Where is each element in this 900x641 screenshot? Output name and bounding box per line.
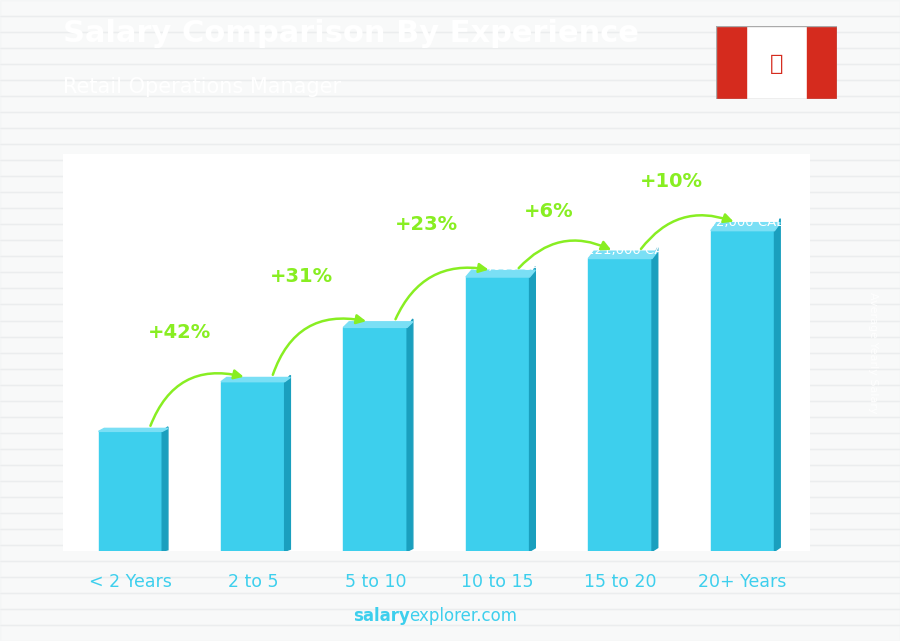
- Bar: [0, 625, 900, 641]
- Bar: [221, 381, 284, 551]
- Bar: [344, 328, 407, 551]
- Bar: [0, 144, 900, 160]
- Text: Retail Operations Manager: Retail Operations Manager: [63, 77, 341, 97]
- Bar: [0, 0, 900, 16]
- Bar: [0, 545, 900, 561]
- Bar: [466, 277, 529, 551]
- Bar: [0, 288, 900, 304]
- Text: 20+ Years: 20+ Years: [698, 573, 787, 591]
- Bar: [0, 401, 900, 417]
- Bar: [0, 369, 900, 385]
- Text: explorer.com: explorer.com: [410, 607, 518, 625]
- Text: 90,500 CAD: 90,500 CAD: [94, 414, 173, 428]
- Text: 242,000 CAD: 242,000 CAD: [699, 215, 787, 229]
- Bar: [0, 240, 900, 256]
- Bar: [0, 192, 900, 208]
- Polygon shape: [407, 319, 413, 551]
- Bar: [0, 32, 900, 48]
- Bar: [0, 497, 900, 513]
- Bar: [589, 258, 652, 551]
- Bar: [0, 64, 900, 80]
- Bar: [0, 112, 900, 128]
- Bar: [711, 231, 775, 551]
- Text: 128,000 CAD: 128,000 CAD: [219, 365, 306, 378]
- Bar: [0, 385, 900, 401]
- Bar: [0, 353, 900, 369]
- Polygon shape: [221, 378, 291, 381]
- Text: < 2 Years: < 2 Years: [89, 573, 172, 591]
- Text: +6%: +6%: [525, 203, 574, 221]
- Polygon shape: [284, 376, 291, 551]
- Bar: [0, 577, 900, 593]
- Text: 🍁: 🍁: [770, 54, 783, 74]
- Bar: [0, 208, 900, 224]
- Polygon shape: [98, 428, 168, 431]
- Text: Salary Comparison By Experience: Salary Comparison By Experience: [63, 19, 639, 48]
- Bar: [0, 80, 900, 96]
- Text: salary: salary: [353, 607, 410, 625]
- Polygon shape: [529, 267, 535, 551]
- Bar: [0, 609, 900, 625]
- Polygon shape: [344, 322, 413, 328]
- Bar: [0, 337, 900, 353]
- Bar: [0, 449, 900, 465]
- Bar: [0, 561, 900, 577]
- Bar: [0, 256, 900, 272]
- Bar: [0, 160, 900, 176]
- Bar: [0, 224, 900, 240]
- Text: 169,000 CAD: 169,000 CAD: [338, 310, 426, 324]
- Bar: [806, 26, 837, 99]
- Bar: [0, 433, 900, 449]
- Bar: [0, 465, 900, 481]
- Bar: [0, 176, 900, 192]
- Bar: [98, 431, 162, 551]
- Bar: [0, 304, 900, 320]
- Text: +31%: +31%: [270, 267, 333, 286]
- Text: +10%: +10%: [640, 172, 703, 191]
- Bar: [0, 272, 900, 288]
- Bar: [716, 26, 746, 99]
- Polygon shape: [466, 271, 536, 277]
- Text: 221,000 CAD: 221,000 CAD: [586, 244, 673, 256]
- Polygon shape: [589, 251, 658, 258]
- Text: 5 to 10: 5 to 10: [345, 573, 406, 591]
- Bar: [0, 481, 900, 497]
- Text: Average Yearly Salary: Average Yearly Salary: [868, 292, 878, 413]
- Text: 15 to 20: 15 to 20: [584, 573, 656, 591]
- Polygon shape: [162, 427, 168, 551]
- Bar: [0, 529, 900, 545]
- Text: 2 to 5: 2 to 5: [228, 573, 278, 591]
- Polygon shape: [775, 219, 780, 551]
- Text: 207,000 CAD: 207,000 CAD: [464, 260, 551, 273]
- Polygon shape: [711, 222, 780, 231]
- Bar: [0, 16, 900, 32]
- Text: +42%: +42%: [148, 322, 211, 342]
- Bar: [0, 417, 900, 433]
- Bar: [0, 96, 900, 112]
- Bar: [0, 593, 900, 609]
- Bar: [0, 128, 900, 144]
- Bar: [0, 513, 900, 529]
- Text: 10 to 15: 10 to 15: [462, 573, 534, 591]
- Bar: [0, 320, 900, 337]
- Polygon shape: [652, 247, 658, 551]
- Bar: [0, 48, 900, 64]
- Text: +23%: +23%: [395, 215, 458, 235]
